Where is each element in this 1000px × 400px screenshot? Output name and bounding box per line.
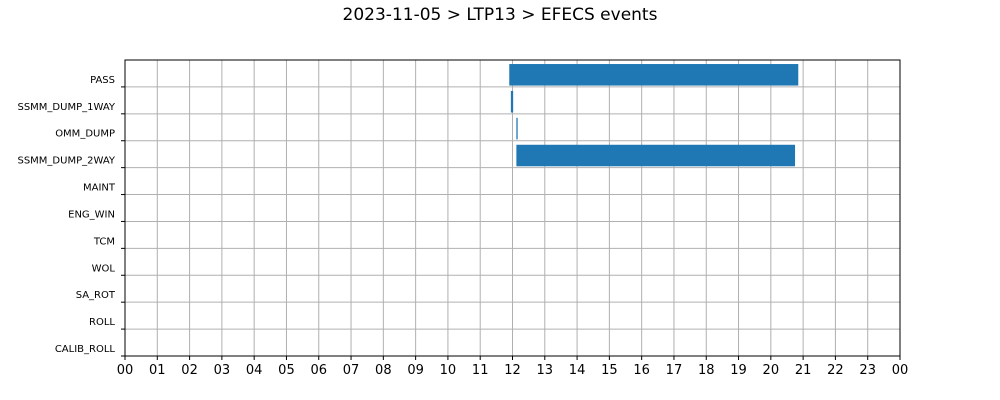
x-tick-label: 17 [666, 363, 683, 378]
x-tick-label: 09 [407, 363, 424, 378]
y-tick-label: SSMM_DUMP_2WAY [17, 156, 115, 167]
x-tick-label: 13 [537, 363, 554, 378]
x-tick-label: 07 [343, 363, 360, 378]
x-axis: 00 01 02 03 04 05 06 07 08 09 10 11 12 13 14 15 16 17 18 19… [117, 356, 909, 378]
y-tick-label: WOL [92, 263, 116, 274]
x-tick-label: 01 [149, 363, 166, 378]
y-tick-label: ROLL [89, 317, 115, 328]
y-tick-label: TCM [93, 236, 115, 247]
x-tick-label: 18 [698, 363, 715, 378]
chart-title: 2023-11-05 > LTP13 > EFECS events [342, 5, 658, 25]
x-tick-label: 14 [569, 363, 586, 378]
y-tick-label: PASS [90, 75, 115, 86]
x-tick-label: 05 [278, 363, 295, 378]
event-bar-omm-dump [516, 117, 518, 140]
x-tick-label: 04 [246, 363, 263, 378]
y-tick-label: ENG_WIN [68, 209, 115, 220]
x-tick-label: 15 [601, 363, 618, 378]
x-tick-label: 23 [859, 363, 876, 378]
x-tick-label: 06 [310, 363, 327, 378]
x-tick-label: 22 [827, 363, 844, 378]
y-tick-label: MAINT [83, 183, 116, 194]
x-tick-label: 00 [892, 363, 909, 378]
x-tick-label: 16 [633, 363, 650, 378]
y-axis: PASS SSMM_DUMP_1WAY OMM_DUMP SSMM_DUMP_2WAY… [17, 75, 125, 357]
y-tick-label: CALIB_ROLL [55, 344, 116, 355]
event-bar-pass [509, 64, 799, 86]
event-bar-ssmm-dump-1way [510, 90, 514, 113]
x-tick-label: 03 [214, 363, 231, 378]
x-tick-label: 19 [730, 363, 747, 378]
x-tick-label: 21 [795, 363, 812, 378]
x-tick-label: 11 [472, 363, 489, 378]
x-tick-label: 08 [375, 363, 392, 378]
x-tick-label: 00 [117, 363, 134, 378]
y-tick-label: SA_ROT [76, 290, 116, 301]
event-bars [509, 64, 799, 167]
y-tick-label: OMM_DUMP [55, 129, 115, 140]
x-tick-label: 10 [440, 363, 457, 378]
y-tick-label: SSMM_DUMP_1WAY [17, 102, 115, 113]
event-bar-ssmm-dump-2way [516, 144, 796, 167]
x-tick-label: 20 [763, 363, 780, 378]
x-tick-label: 02 [181, 363, 198, 378]
x-tick-label: 12 [504, 363, 521, 378]
